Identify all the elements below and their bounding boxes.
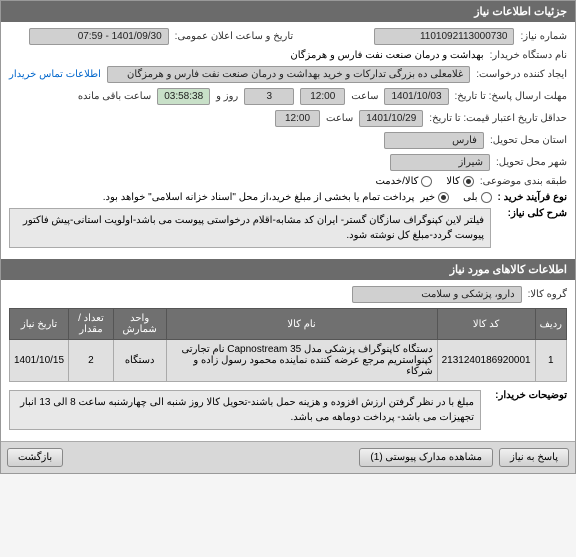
validity-date: 1401/10/29 xyxy=(359,110,423,127)
process-text: پرداخت تمام یا بخشی از مبلغ خرید،از محل … xyxy=(103,192,415,203)
col-qty: تعداد / مقدار xyxy=(69,309,114,340)
deadline-label: مهلت ارسال پاسخ: تا تاریخ: xyxy=(455,91,567,102)
row-group: گروه کالا: دارو، پزشکی و سلامت xyxy=(9,286,567,303)
col-date: تاریخ نیاز xyxy=(10,309,69,340)
contact-link[interactable]: اطلاعات تماس خریدار xyxy=(9,69,101,80)
city-label: شهر محل تحویل: xyxy=(496,157,567,168)
back-button[interactable]: بازگشت xyxy=(7,448,63,467)
summary-text: فیلتر لاین کپنوگراف سازگان گستر- ایران ک… xyxy=(9,208,491,248)
row-process: نوع فرآیند خرید : بلی خیر پرداخت تمام یا… xyxy=(9,192,567,203)
announce-label: تاریخ و ساعت اعلان عمومی: xyxy=(175,31,294,42)
row-classification: طبقه بندی موضوعی: کالا کالا/خدمت xyxy=(9,176,567,187)
group-value: دارو، پزشکی و سلامت xyxy=(352,286,522,303)
col-unit: واحد شمارش xyxy=(113,309,166,340)
announce-value: 1401/09/30 - 07:59 xyxy=(29,28,169,45)
radio-service[interactable]: کالا/خدمت xyxy=(375,176,432,187)
radio-circle-icon xyxy=(463,176,474,187)
col-code: کد کالا xyxy=(437,309,535,340)
city-value: شیراز xyxy=(390,154,490,171)
group-label: گروه کالا: xyxy=(528,289,567,300)
opt-goods-label: کالا xyxy=(446,176,460,187)
table-header-row: ردیف کد کالا نام کالا واحد شمارش تعداد /… xyxy=(10,309,567,340)
summary-label: شرح کلی نیاز: xyxy=(497,208,567,219)
need-number-value: 1101092113000730 xyxy=(374,28,514,45)
row-summary: شرح کلی نیاز: فیلتر لاین کپنوگراف سازگان… xyxy=(9,208,567,248)
section-header-details: جزئیات اطلاعات نیاز xyxy=(1,1,575,22)
spacer xyxy=(69,448,353,467)
opt-yes-label: بلی xyxy=(463,192,477,203)
row-creator: ایجاد کننده درخواست: غلامعلی ده بزرگی تد… xyxy=(9,66,567,83)
row-validity: حداقل تاریخ اعتبار قیمت: تا تاریخ: 1401/… xyxy=(9,110,567,127)
days-value: 3 xyxy=(244,88,294,105)
cell-name: دستگاه کاپنوگراف پزشکی مدل Capnostream 3… xyxy=(166,340,437,382)
deadline-date: 1401/10/03 xyxy=(384,88,448,105)
process-radio-group: بلی خیر xyxy=(420,192,491,203)
classify-label: طبقه بندی موضوعی: xyxy=(480,176,567,187)
org-value: بهداشت و درمان صنعت نفت فارس و هرمزگان xyxy=(290,50,483,61)
row-city: شهر محل تحویل: شیراز xyxy=(9,154,567,171)
radio-circle-icon xyxy=(438,192,449,203)
cell-code: 2131240186920001 xyxy=(437,340,535,382)
process-label: نوع فرآیند خرید : xyxy=(498,192,567,203)
opt-service-label: کالا/خدمت xyxy=(375,176,418,187)
notes-label: توضیحات خریدار: xyxy=(487,390,567,401)
section-header-items: اطلاعات کالاهای مورد نیاز xyxy=(1,259,575,280)
table-row[interactable]: 1 2131240186920001 دستگاه کاپنوگراف پزشک… xyxy=(10,340,567,382)
reply-button[interactable]: پاسخ به نیاز xyxy=(499,448,569,467)
validity-time: 12:00 xyxy=(275,110,320,127)
time-label-1: ساعت xyxy=(351,91,378,102)
notes-text: مبلغ با در نظر گرفتن ارزش افزوده و هزینه… xyxy=(9,390,481,430)
row-need-number: شماره نیاز: 1101092113000730 تاریخ و ساع… xyxy=(9,28,567,45)
radio-yes[interactable]: بلی xyxy=(463,192,491,203)
radio-goods[interactable]: کالا xyxy=(446,176,474,187)
radio-no[interactable]: خیر xyxy=(420,192,449,203)
need-number-label: شماره نیاز: xyxy=(520,31,567,42)
remaining-label: ساعت باقی مانده xyxy=(78,91,151,102)
countdown-value: 03:58:38 xyxy=(157,88,210,105)
row-notes: توضیحات خریدار: مبلغ با در نظر گرفتن ارز… xyxy=(9,390,567,430)
province-value: فارس xyxy=(384,132,484,149)
creator-label: ایجاد کننده درخواست: xyxy=(476,69,567,80)
time-label-2: ساعت xyxy=(326,113,353,124)
deadline-time: 12:00 xyxy=(300,88,345,105)
row-deadline: مهلت ارسال پاسخ: تا تاریخ: 1401/10/03 سا… xyxy=(9,88,567,105)
cell-qty: 2 xyxy=(69,340,114,382)
docs-button[interactable]: مشاهده مدارک پیوستی (1) xyxy=(359,448,493,467)
cell-unit: دستگاه xyxy=(113,340,166,382)
col-name: نام کالا xyxy=(166,309,437,340)
cell-idx: 1 xyxy=(535,340,566,382)
org-label: نام دستگاه خریدار: xyxy=(490,50,567,61)
creator-value: غلامعلی ده بزرگی تدارکات و خرید بهداشت و… xyxy=(107,66,470,83)
button-row: پاسخ به نیاز مشاهده مدارک پیوستی (1) باز… xyxy=(1,441,575,473)
classify-radio-group: کالا کالا/خدمت xyxy=(375,176,473,187)
row-province: استان محل تحویل: فارس xyxy=(9,132,567,149)
opt-no-label: خیر xyxy=(420,192,435,203)
items-table: ردیف کد کالا نام کالا واحد شمارش تعداد /… xyxy=(9,308,567,382)
radio-circle-icon xyxy=(481,192,492,203)
form-body: شماره نیاز: 1101092113000730 تاریخ و ساع… xyxy=(1,22,575,259)
row-org: نام دستگاه خریدار: بهداشت و درمان صنعت ن… xyxy=(9,50,567,61)
cell-date: 1401/10/15 xyxy=(10,340,69,382)
validity-label: حداقل تاریخ اعتبار قیمت: تا تاریخ: xyxy=(429,113,567,124)
form-container: جزئیات اطلاعات نیاز شماره نیاز: 11010921… xyxy=(0,0,576,474)
col-row: ردیف xyxy=(535,309,566,340)
province-label: استان محل تحویل: xyxy=(490,135,567,146)
days-text: روز و xyxy=(216,91,238,102)
radio-circle-icon xyxy=(421,176,432,187)
items-body: گروه کالا: دارو، پزشکی و سلامت ردیف کد ک… xyxy=(1,280,575,441)
